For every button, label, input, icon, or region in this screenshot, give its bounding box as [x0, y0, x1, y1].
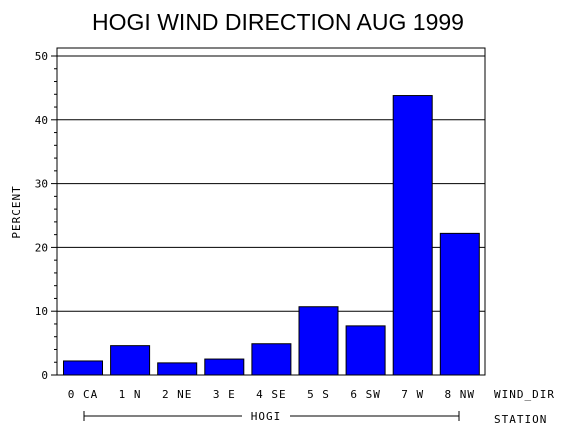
bars — [63, 95, 480, 376]
bar — [157, 362, 198, 376]
x-tick-label: 8 NW — [445, 388, 476, 401]
station-group: HOGI — [83, 410, 460, 423]
bar — [392, 95, 433, 376]
y-tick-label: 30 — [35, 178, 48, 191]
x-tick-label: 5 S — [307, 388, 330, 401]
x-tick-label: 7 W — [401, 388, 424, 401]
y-tick-label: 20 — [35, 241, 48, 254]
y-tick-label: 10 — [35, 305, 48, 318]
bar — [345, 325, 386, 376]
y-tick-label: 50 — [35, 50, 48, 63]
x-axis: 0 CA 1 N 2 NE 3 E 4 SE 5 S 6 SW 7 W 8 NW — [68, 388, 476, 401]
x-tick-label: 1 N — [119, 388, 142, 401]
x-axis-label: WIND_DIR — [494, 388, 555, 401]
y-axis: 0 10 20 30 40 50 — [35, 50, 57, 382]
x-tick-label: 6 SW — [350, 388, 381, 401]
bar — [204, 358, 245, 376]
x-tick-label: 2 NE — [162, 388, 193, 401]
chart-title: HOGI WIND DIRECTION AUG 1999 — [92, 9, 464, 35]
y-tick-label: 0 — [41, 369, 48, 382]
y-axis-label: PERCENT — [10, 185, 23, 238]
bar — [110, 345, 151, 376]
x-tick-label: 3 E — [213, 388, 236, 401]
y-tick-label: 40 — [35, 114, 48, 127]
bar — [251, 343, 292, 376]
group-axis-label: STATION — [494, 413, 547, 426]
bar — [298, 306, 339, 376]
x-tick-label: 4 SE — [256, 388, 287, 401]
bar — [439, 232, 480, 376]
plot-frame — [56, 47, 486, 376]
bar — [63, 360, 103, 376]
x-tick-label: 0 CA — [68, 388, 99, 401]
group-label: HOGI — [251, 410, 282, 423]
